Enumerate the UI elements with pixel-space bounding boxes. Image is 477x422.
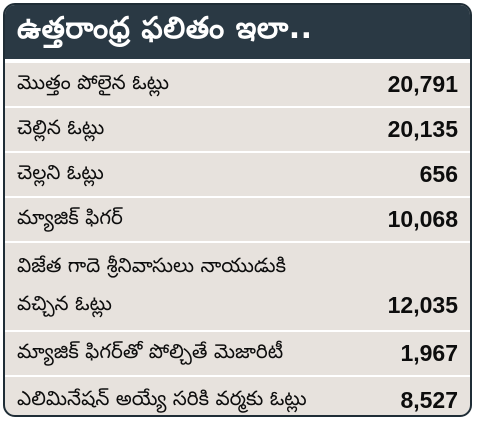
row-label-line2: వచ్చిన ఓట్లు: [17, 290, 112, 315]
row-label: మ్యాజిక్ ఫిగర్: [17, 205, 123, 229]
row-label: మొత్తం పోలైన ఓట్లు: [17, 70, 170, 94]
row-value: 8,527: [400, 387, 458, 413]
row-valid-votes: చెల్లిన ఓట్లు 20,135: [5, 108, 470, 153]
row-value: 1,967: [400, 340, 458, 366]
row-majority: మ్యాజిక్ ఫిగర్‌తో పోల్చితే మెజారిటీ 1,96…: [5, 332, 470, 377]
row-label: ఎలిమినేషన్ అయ్యే సరికి వర్మకు ఓట్లు: [17, 386, 307, 410]
row-total-votes-polled: మొత్తం పోలైన ఓట్లు 20,791: [5, 63, 470, 108]
row-value: 656: [419, 161, 458, 187]
row-value: 10,068: [387, 206, 458, 232]
row-value: 20,791: [387, 71, 458, 97]
row-label-line1: విజేత గాదె శ్రీనివాసులు నాయుడుకి: [17, 252, 287, 277]
row-winner-votes: విజేత గాదె శ్రీనివాసులు నాయుడుకి వచ్చిన …: [5, 243, 470, 332]
row-magic-figure: మ్యాజిక్ ఫిగర్ 10,068: [5, 198, 470, 243]
card-title: ఉత్తరాంధ్ర ఫలితం ఇలా..: [5, 5, 470, 63]
row-invalid-votes: చెల్లని ఓట్లు 656: [5, 153, 470, 198]
results-card: ఉత్తరాంధ్ర ఫలితం ఇలా.. మొత్తం పోలైన ఓట్ల…: [3, 3, 472, 417]
row-label: మ్యాజిక్ ఫిగర్‌తో పోల్చితే మెజారిటీ: [17, 339, 284, 363]
row-value: 20,135: [387, 116, 458, 142]
row-runner-up-votes: ఎలిమినేషన్ అయ్యే సరికి వర్మకు ఓట్లు 8,52…: [5, 377, 470, 415]
row-label: చెల్లిన ఓట్లు: [17, 115, 105, 139]
row-value: 12,035: [387, 291, 458, 318]
row-label: చెల్లని ఓట్లు: [17, 160, 104, 184]
